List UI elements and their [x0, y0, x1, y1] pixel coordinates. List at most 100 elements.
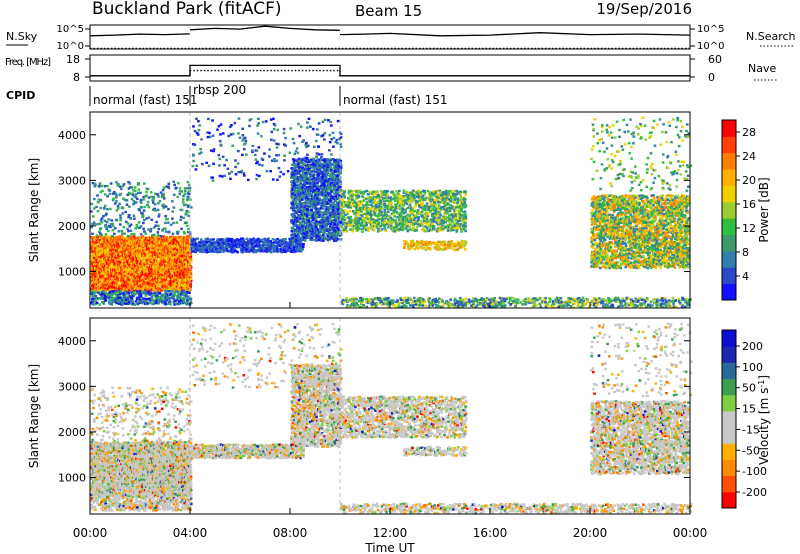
power-data-cell-3049 — [130, 232, 133, 236]
power-data-cell-2586 — [103, 293, 107, 296]
power-data-cell-731 — [118, 248, 121, 252]
power-data-cell-1329 — [142, 268, 145, 271]
power-data-cell-3471 — [234, 240, 238, 243]
power-data-cell-1700 — [156, 235, 159, 239]
power-data-cell-3146 — [157, 227, 161, 231]
power-data-cell-3718 — [284, 250, 288, 253]
nave-label: Nave — [748, 62, 776, 75]
power-data-cell-2867 — [179, 298, 182, 301]
power-data-cell-1471 — [147, 273, 151, 276]
power-data-cell-2823 — [166, 295, 169, 299]
power-data-cell-513 — [110, 237, 113, 240]
power-data-cell-434 — [106, 239, 110, 242]
power-data-cell-2643 — [119, 300, 123, 303]
power-data-cell-3390 — [219, 250, 222, 254]
power-data-cell-3153 — [160, 195, 164, 199]
power-data-cell-2708 — [136, 290, 139, 293]
power-data-cell-3556 — [252, 250, 255, 254]
power-data-cell-1729 — [158, 278, 161, 282]
power-data-cell-3108 — [145, 217, 148, 220]
power-data-cell-1369 — [144, 284, 147, 287]
power-data-cell-2642 — [119, 302, 122, 305]
power-data-cell-651 — [115, 264, 118, 267]
power-data-cell-1475 — [148, 261, 151, 265]
power-data-cell-2462 — [186, 238, 189, 241]
power-data-cell-3218 — [183, 192, 187, 196]
power-data-cell-3256 — [190, 240, 194, 243]
power-data-cell-211 — [97, 255, 101, 259]
freq-left-tick-label-bottom: 8 — [73, 71, 80, 84]
power-data-cell-3199 — [177, 182, 180, 185]
power-data-cell-3209 — [181, 201, 185, 204]
power-data-cell-1587 — [152, 282, 156, 285]
power-data-cell-3821 — [290, 201, 293, 204]
power-data-cell-2883 — [181, 290, 184, 294]
power-data-cell-1116 — [133, 254, 137, 257]
power-data-cell-537 — [110, 245, 113, 248]
power-data-cell-3535 — [247, 242, 250, 246]
power-data-cell-1279 — [140, 273, 144, 277]
power-data-cell-3386 — [218, 249, 221, 252]
power-data-cell-1804 — [161, 273, 164, 276]
power-data-cell-3062 — [132, 200, 136, 203]
power-data-cell-2774 — [155, 301, 158, 305]
power-data-cell-3428 — [227, 249, 230, 253]
power-data-cell-3457 — [231, 240, 234, 243]
power-data-cell-2303 — [180, 256, 184, 260]
power-data-cell-2411 — [184, 236, 188, 239]
power-data-cell-1316 — [141, 245, 145, 248]
power-data-cell-3572 — [254, 242, 258, 245]
power-data-cell-2783 — [155, 291, 159, 295]
power-data-cell-3010 — [119, 219, 122, 222]
power-data-cell-2429 — [185, 253, 189, 257]
station-title: Buckland Park (fitACF) — [92, 0, 282, 19]
power-data-cell-2946 — [99, 227, 103, 230]
power-data-cell-935 — [126, 270, 130, 273]
power-data-cell-2540 — [91, 303, 95, 306]
power-data-cell-2709 — [136, 302, 140, 306]
power-data-cell-1945 — [166, 237, 169, 240]
power-data-cell-4154 — [303, 239, 307, 242]
power-data-cell-2250 — [178, 263, 182, 266]
power-data-cell-2762 — [149, 292, 153, 295]
power-data-cell-2100 — [172, 262, 176, 266]
power-data-cell-3061 — [132, 214, 136, 217]
power-data-cell-3451 — [230, 237, 234, 241]
power-data-cell-1209 — [137, 264, 140, 267]
power-data-cell-3046 — [128, 192, 132, 196]
power-data-cell-3138 — [155, 220, 158, 224]
power-data-cell-3101 — [142, 195, 145, 199]
power-data-cell-3739 — [289, 248, 292, 251]
power-data-cell-164 — [96, 247, 99, 251]
noise-right-tick-label-bottom: 10^0 — [697, 41, 724, 52]
power-data-cell-4464 — [315, 225, 318, 229]
power-data-cell-2796 — [159, 297, 163, 300]
power-data-cell-1755 — [159, 271, 162, 275]
power-data-cell-2598 — [107, 292, 111, 295]
power-data-cell-1005 — [129, 275, 133, 279]
power-data-cell-2477 — [187, 261, 190, 264]
power-data-cell-793 — [120, 272, 124, 276]
power-data-cell-475 — [108, 262, 111, 265]
power-data-cell-3097 — [142, 227, 145, 231]
power-data-cell-2710 — [136, 297, 139, 300]
power-data-cell-3361 — [213, 245, 216, 249]
power-data-cell-2793 — [158, 295, 161, 299]
power-data-cell-2149 — [175, 263, 178, 266]
power-data-cell-3004 — [116, 206, 120, 209]
power-data-cell-74 — [92, 236, 96, 239]
power-data-cell-3202 — [178, 187, 182, 190]
power-data-cell-1847 — [162, 235, 166, 238]
power-data-cell-2196 — [176, 271, 180, 274]
power-data-cell-2545 — [91, 291, 94, 295]
power-data-cell-2995 — [115, 209, 119, 212]
power-data-cell-2536 — [90, 302, 93, 305]
power-data-cell-310 — [101, 246, 105, 249]
power-data-cell-4346 — [310, 192, 313, 196]
power-data-cell-2887 — [182, 294, 186, 297]
power-data-cell-3016 — [120, 187, 123, 191]
power-data-cell-269 — [100, 283, 104, 286]
power-data-cell-3743 — [289, 240, 292, 244]
power-data-cell-2923 — [93, 197, 96, 201]
power-data-cell-3292 — [198, 241, 201, 244]
